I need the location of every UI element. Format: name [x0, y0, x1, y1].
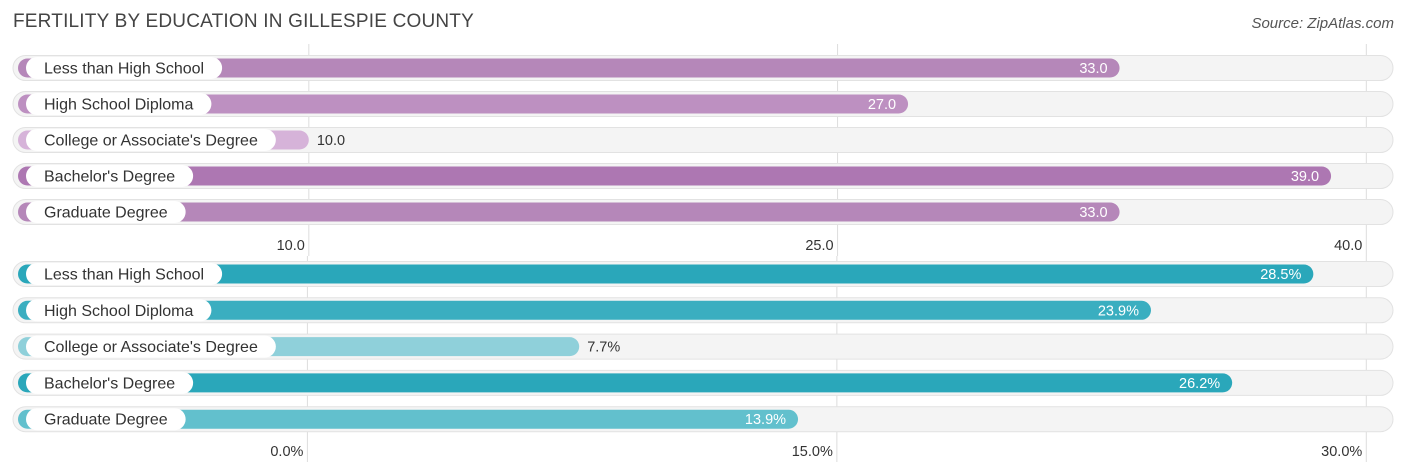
tick-label: 30.0% [1321, 444, 1362, 460]
category-label: High School Diploma [44, 303, 194, 320]
category-label: Bachelor's Degree [44, 375, 175, 392]
tick-label: 40.0 [1334, 238, 1362, 254]
bar[interactable] [18, 94, 909, 114]
tick-label: 15.0% [792, 444, 833, 460]
category-label-pill [26, 371, 194, 394]
bar[interactable] [18, 166, 1332, 186]
category-label: College or Associate's Degree [44, 339, 258, 356]
value-label: 26.2% [1179, 376, 1220, 392]
chart-title: FERTILITY BY EDUCATION IN GILLESPIE COUN… [13, 11, 474, 32]
source-note: Source: ZipAtlas.com [1251, 15, 1394, 32]
tick-label: 10.0 [277, 238, 305, 254]
category-label: College or Associate's Degree [44, 133, 258, 150]
category-label-pill [26, 201, 186, 223]
value-label: 27.0 [868, 97, 896, 113]
value-label: 33.0 [1079, 205, 1107, 221]
category-label-pill [26, 299, 212, 322]
category-label: Bachelor's Degree [44, 169, 175, 186]
value-label: 10.0 [317, 133, 345, 149]
category-label: Graduate Degree [44, 205, 168, 222]
value-label: 7.7% [587, 340, 620, 356]
bar[interactable] [18, 264, 1314, 284]
bar[interactable] [18, 58, 1120, 78]
category-label-pill [26, 408, 186, 431]
bar[interactable] [18, 300, 1151, 320]
category-label-pill [26, 165, 194, 187]
value-label: 13.9% [745, 412, 786, 428]
bar[interactable] [18, 409, 799, 429]
value-label: 33.0 [1079, 61, 1107, 77]
value-label: 39.0 [1291, 169, 1319, 185]
value-label: 28.5% [1260, 267, 1301, 283]
category-label-pill [26, 57, 223, 79]
bar[interactable] [18, 202, 1120, 222]
bar[interactable] [18, 373, 1233, 393]
category-label: High School Diploma [44, 97, 194, 114]
bar-track [12, 127, 1394, 153]
tick-label: 25.0 [805, 238, 833, 254]
category-label-pill [26, 335, 276, 358]
category-label-pill [26, 93, 212, 115]
category-label: Graduate Degree [44, 412, 168, 429]
category-label: Less than High School [44, 61, 204, 78]
value-label: 23.9% [1098, 303, 1139, 319]
category-label: Less than High School [44, 267, 204, 284]
category-label-pill [26, 129, 276, 151]
category-label-pill [26, 263, 223, 285]
tick-label: 0.0% [270, 444, 303, 460]
